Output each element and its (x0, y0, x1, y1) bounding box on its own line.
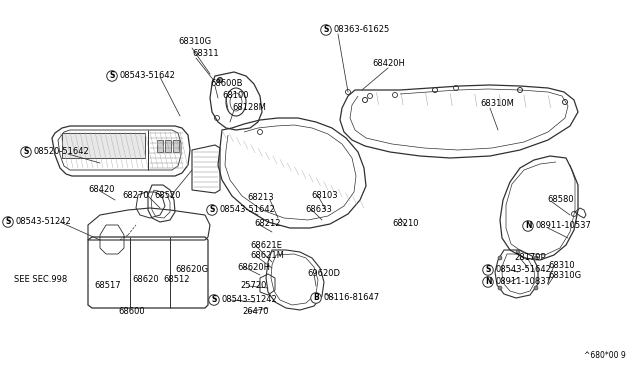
Text: 68310M: 68310M (480, 99, 514, 109)
Polygon shape (173, 140, 179, 152)
Text: S: S (323, 26, 329, 35)
Text: 68310: 68310 (548, 262, 575, 270)
Text: 68212: 68212 (254, 219, 280, 228)
Text: S: S (211, 295, 217, 305)
Text: 68512: 68512 (163, 276, 189, 285)
Text: 25720: 25720 (240, 282, 266, 291)
Text: 08543-51242: 08543-51242 (16, 218, 72, 227)
Text: 68420: 68420 (88, 186, 115, 195)
Text: 08363-61625: 08363-61625 (334, 26, 390, 35)
Text: 08543-51642: 08543-51642 (120, 71, 176, 80)
Text: S: S (209, 205, 214, 215)
Text: 68103: 68103 (311, 192, 338, 201)
Text: 68517: 68517 (94, 282, 120, 291)
Text: 69620D: 69620D (307, 269, 340, 279)
Text: 68600: 68600 (118, 308, 145, 317)
Text: 08543-51642: 08543-51642 (496, 266, 552, 275)
Text: 08543-51642: 08543-51642 (220, 205, 276, 215)
Polygon shape (62, 133, 145, 158)
Text: 68580: 68580 (547, 196, 573, 205)
Text: 28179P: 28179P (514, 253, 546, 263)
Text: 68213: 68213 (247, 193, 274, 202)
Text: 08116-81647: 08116-81647 (324, 294, 380, 302)
Text: 08520-51642: 08520-51642 (34, 148, 90, 157)
Polygon shape (157, 140, 163, 152)
Text: 68311: 68311 (192, 49, 219, 58)
Text: 68310G: 68310G (178, 38, 211, 46)
Text: 08911-10537: 08911-10537 (536, 221, 592, 231)
Text: N: N (525, 221, 531, 231)
Text: 68128M: 68128M (232, 103, 266, 112)
Text: S: S (485, 266, 491, 275)
Text: 08911-10837: 08911-10837 (496, 278, 552, 286)
Circle shape (498, 256, 502, 260)
Text: 68633: 68633 (305, 205, 332, 215)
Text: S: S (109, 71, 115, 80)
Text: 26470: 26470 (242, 308, 269, 317)
Text: 68210: 68210 (392, 219, 419, 228)
Text: B: B (313, 294, 319, 302)
Text: S: S (5, 218, 11, 227)
Text: 68621E: 68621E (250, 241, 282, 250)
Circle shape (516, 250, 520, 254)
Text: 08543-51242: 08543-51242 (222, 295, 278, 305)
Text: 68270: 68270 (122, 192, 148, 201)
Text: N: N (484, 278, 492, 286)
Text: 68520: 68520 (154, 192, 180, 201)
Polygon shape (165, 140, 171, 152)
Circle shape (498, 286, 502, 290)
Text: 68620G: 68620G (175, 266, 208, 275)
Text: ^680*00 9: ^680*00 9 (584, 351, 626, 360)
Text: 68600B: 68600B (210, 80, 243, 89)
Text: 68620H: 68620H (237, 263, 270, 273)
Text: 68420H: 68420H (372, 60, 405, 68)
Text: SEE SEC.998: SEE SEC.998 (14, 275, 67, 283)
Circle shape (534, 256, 538, 260)
Circle shape (534, 286, 538, 290)
Text: 68620: 68620 (132, 276, 159, 285)
Text: 68310G: 68310G (548, 272, 581, 280)
Text: 68100: 68100 (222, 92, 248, 100)
Circle shape (218, 77, 223, 83)
Text: S: S (23, 148, 29, 157)
Text: 68621M: 68621M (250, 251, 284, 260)
